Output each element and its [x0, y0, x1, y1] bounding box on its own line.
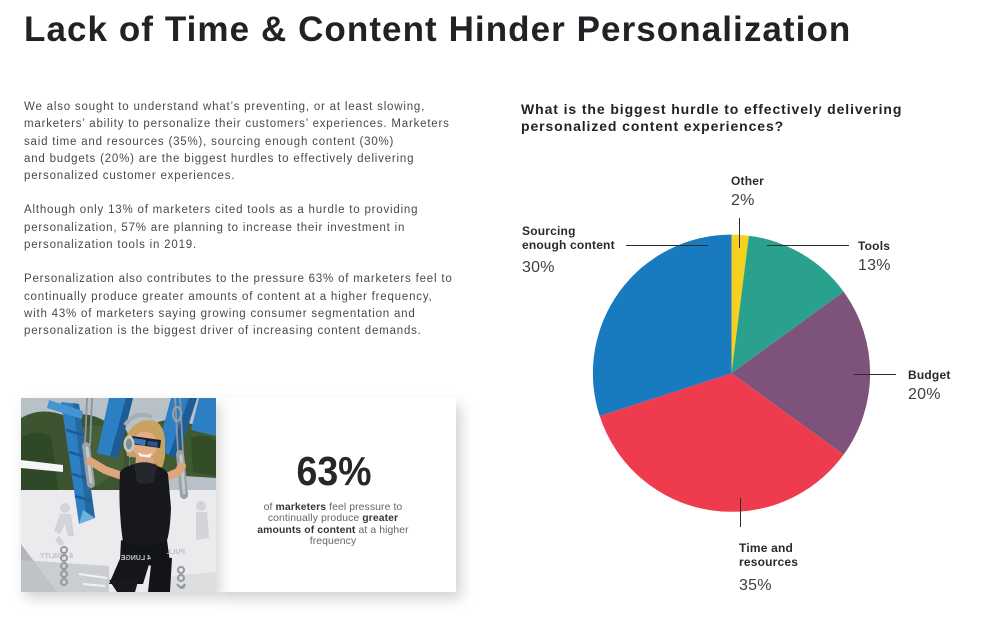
- svg-text:6 AGILITY: 6 AGILITY: [39, 553, 73, 560]
- svg-text:PULL: PULL: [166, 549, 185, 556]
- svg-text:4 LUNGE: 4 LUNGE: [120, 555, 151, 562]
